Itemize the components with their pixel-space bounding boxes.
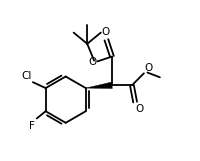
Text: O: O: [145, 62, 153, 72]
Polygon shape: [86, 82, 112, 88]
Text: Cl: Cl: [21, 71, 32, 81]
Text: F: F: [29, 121, 35, 131]
Text: O: O: [101, 27, 110, 37]
Text: O: O: [136, 104, 144, 114]
Text: O: O: [88, 57, 96, 67]
